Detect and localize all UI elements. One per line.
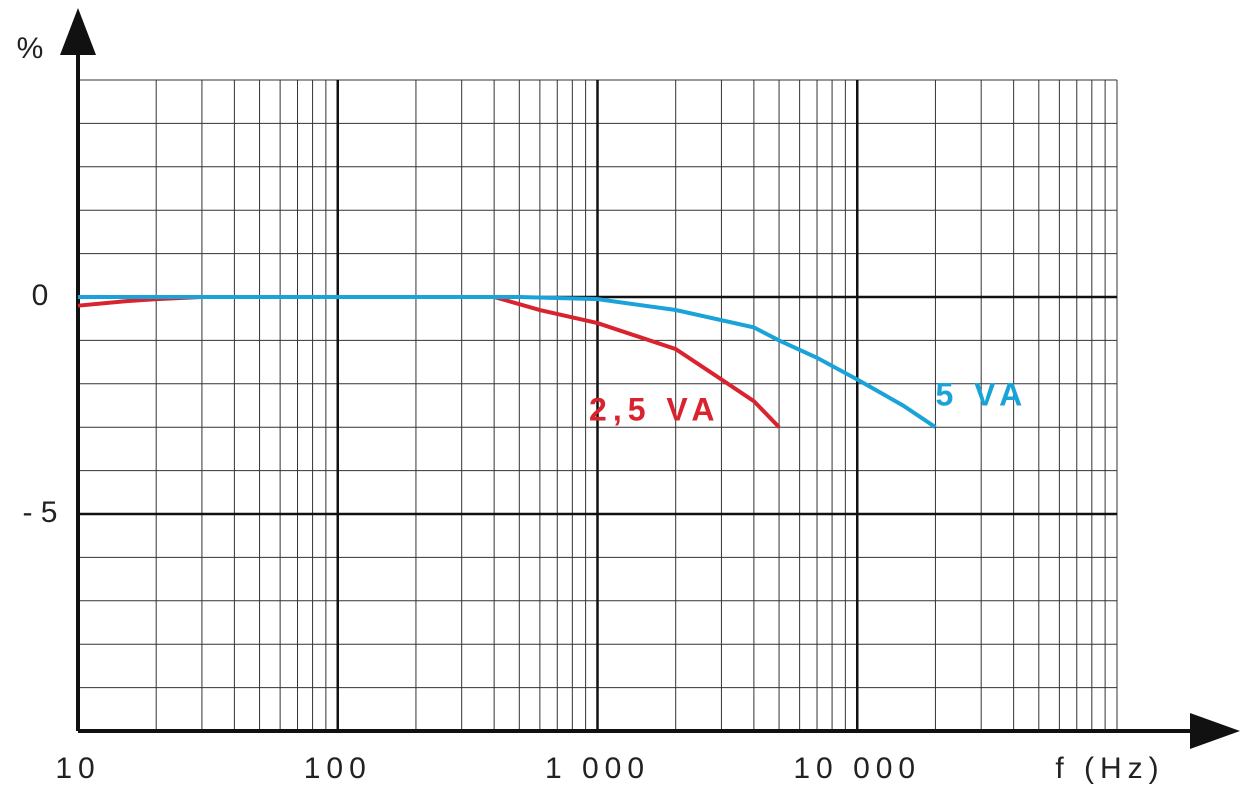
- series-label: 5 VA: [935, 377, 1028, 413]
- x-tick-label: 10: [55, 752, 100, 785]
- y-tick-label: - 5: [22, 496, 57, 529]
- x-tick-label: 100: [304, 752, 372, 785]
- series-line: [78, 295, 937, 429]
- x-tick-label: 1 000: [545, 752, 650, 785]
- x-tick-label: 10 000: [793, 752, 921, 785]
- y-axis-label: %: [17, 32, 44, 65]
- x-axis-arrow: [1190, 713, 1240, 749]
- y-axis-arrow: [60, 8, 96, 55]
- series-line: [77, 295, 781, 429]
- series-label: 2,5 VA: [589, 392, 720, 428]
- y-tick-label: 0: [32, 279, 49, 312]
- x-axis-label: f (Hz): [1055, 752, 1164, 785]
